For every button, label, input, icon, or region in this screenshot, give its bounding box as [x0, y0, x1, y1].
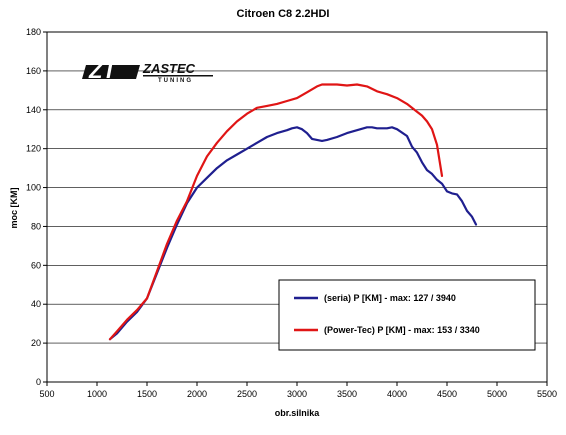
- y-tick-label: 100: [26, 183, 41, 193]
- x-tick-label: 1500: [137, 389, 157, 399]
- y-tick-label: 40: [31, 299, 41, 309]
- y-tick-label: 140: [26, 105, 41, 115]
- series-line-power-tec: [108, 83, 444, 341]
- x-tick-label: 4500: [437, 389, 457, 399]
- x-tick-label: 2000: [187, 389, 207, 399]
- zastec-tuning-logo: ZT ZASTEC TUNING: [82, 58, 213, 84]
- x-tick-label: 500: [39, 389, 54, 399]
- y-tick-label: 180: [26, 27, 41, 37]
- x-tick-label: 3000: [287, 389, 307, 399]
- x-tick-label: 1000: [87, 389, 107, 399]
- chart-title: Citroen C8 2.2HDI: [237, 8, 330, 20]
- x-axis-title: obr.silnika: [275, 408, 321, 418]
- y-tick-label: 80: [31, 221, 41, 231]
- y-tick-label: 0: [36, 377, 41, 387]
- legend: (seria) P [KM] - max: 127 / 3940 (Power-…: [278, 279, 536, 351]
- x-tick-label: 4000: [387, 389, 407, 399]
- x-tick-label: 2500: [237, 389, 257, 399]
- x-tick-label: 5000: [487, 389, 507, 399]
- y-axis-title: moc [KM]: [9, 188, 19, 229]
- logo-tagline: TUNING: [158, 78, 193, 84]
- legend-label-seria: (seria) P [KM] - max: 127 / 3940: [324, 293, 456, 303]
- series-line-seria: [108, 126, 478, 341]
- y-tick-label: 20: [31, 338, 41, 348]
- legend-label-power-tec: (Power-Tec) P [KM] - max: 153 / 3340: [324, 325, 480, 335]
- axis-ticks: 0 20 40 60 80 100 120 140 160 180 500 1000 1500 2000 2…: [26, 27, 557, 399]
- x-tick-label: 3500: [337, 389, 357, 399]
- series-layer: [108, 83, 478, 341]
- logo-mark: ZT: [88, 58, 117, 83]
- logo-underline: [143, 75, 213, 77]
- x-tick-label: 5500: [537, 389, 557, 399]
- y-tick-label: 120: [26, 144, 41, 154]
- y-tick-label: 160: [26, 66, 41, 76]
- logo-name: ZASTEC: [142, 61, 196, 76]
- legend-box: [278, 279, 536, 351]
- y-tick-label: 60: [31, 260, 41, 270]
